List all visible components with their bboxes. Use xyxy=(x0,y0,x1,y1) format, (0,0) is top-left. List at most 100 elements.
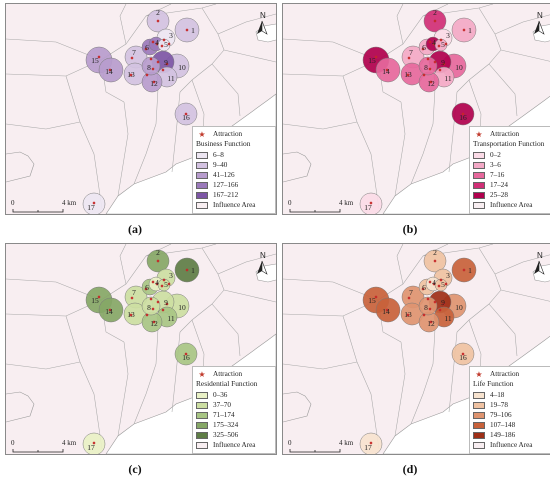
legend-class-2: 7–16 xyxy=(473,170,549,180)
site-label-2: 2 xyxy=(433,8,437,17)
scale-zero-label: 0 xyxy=(288,439,292,447)
site-label-17: 17 xyxy=(87,443,95,452)
attraction-marker xyxy=(161,68,165,72)
district-boundary xyxy=(117,101,129,197)
district-boundary xyxy=(65,315,103,450)
attraction-marker xyxy=(165,302,169,306)
legend: ★ Attraction Business Function 6–8 9–40 41–12… xyxy=(192,126,276,214)
legend-swatch xyxy=(196,411,208,419)
legend-influence-label: Influence Area xyxy=(490,441,533,449)
legend-class-3: 127–166 xyxy=(196,180,272,190)
site-label-5: 5 xyxy=(441,40,445,49)
attraction-marker xyxy=(461,112,465,116)
legend-attraction: ★ Attraction xyxy=(196,369,272,379)
panel-label-d: (d) xyxy=(402,462,418,476)
attraction-marker xyxy=(162,278,166,282)
attraction-star-icon: ★ xyxy=(198,369,206,379)
attraction-marker xyxy=(155,42,159,46)
attraction-marker xyxy=(152,80,156,84)
legend-title: Residential Function xyxy=(196,379,258,388)
north-arrow: N xyxy=(257,251,268,275)
attraction-marker xyxy=(369,201,373,205)
attraction-marker xyxy=(149,57,153,61)
attraction-marker xyxy=(432,42,436,46)
attraction-marker xyxy=(428,307,432,311)
site-label-9: 9 xyxy=(441,58,445,67)
district-boundary xyxy=(500,289,550,302)
site-label-8: 8 xyxy=(147,303,151,312)
site-label-4: 4 xyxy=(155,278,159,287)
legend-attraction-label: Attraction xyxy=(213,130,243,138)
legend-swatch xyxy=(473,201,485,209)
site-label-12: 12 xyxy=(150,79,158,88)
district-boundary xyxy=(133,328,159,425)
district-boundary xyxy=(342,315,380,450)
district-boundary xyxy=(6,361,81,370)
site-label-7: 7 xyxy=(132,48,136,57)
legend-attraction: ★ Attraction xyxy=(196,129,272,139)
legend-attraction: ★ Attraction xyxy=(473,369,549,379)
site-label-15: 15 xyxy=(368,56,376,65)
district-boundary xyxy=(396,244,404,285)
attraction-marker xyxy=(160,284,164,288)
site-label-5: 5 xyxy=(164,280,168,289)
site-label-14: 14 xyxy=(382,67,390,76)
site-label-16: 16 xyxy=(459,113,467,122)
attraction-marker xyxy=(156,300,160,304)
site-label-4: 4 xyxy=(432,38,436,47)
attraction-marker xyxy=(151,67,155,71)
legend-class-0: 4–18 xyxy=(473,390,549,400)
district-boundary xyxy=(179,247,225,333)
district-boundary xyxy=(6,391,35,423)
scale-zero-label: 0 xyxy=(11,439,15,447)
scale-end-label: 4 km xyxy=(62,439,77,447)
district-boundary xyxy=(396,4,404,45)
district-boundary xyxy=(117,341,129,437)
legend-class-1: 3–6 xyxy=(473,160,549,170)
attraction-marker xyxy=(97,295,101,299)
site-label-15: 15 xyxy=(368,296,376,305)
district-boundary xyxy=(500,49,550,62)
legend-influence-label: Influence Area xyxy=(213,201,256,209)
legend-class-4: 149–186 xyxy=(473,430,549,440)
legend-swatch xyxy=(196,151,208,159)
site-label-12: 12 xyxy=(427,79,435,88)
legend: ★ Attraction Transportation Function 0–2 3–6… xyxy=(469,126,550,214)
legend-attraction-label: Attraction xyxy=(490,130,520,138)
attraction-marker xyxy=(374,55,378,59)
attraction-marker xyxy=(462,28,466,32)
site-label-1: 1 xyxy=(191,266,195,275)
district-boundary xyxy=(283,361,358,370)
attraction-marker xyxy=(426,297,430,301)
legend-swatch xyxy=(473,401,485,409)
site-label-3: 3 xyxy=(169,271,173,280)
attraction-marker xyxy=(162,38,166,42)
site-label-9: 9 xyxy=(164,298,168,307)
attraction-marker xyxy=(161,308,165,312)
district-boundary xyxy=(217,253,276,275)
district-boundary xyxy=(394,341,406,437)
site-label-8: 8 xyxy=(424,303,428,312)
attraction-marker xyxy=(433,19,437,23)
attraction-marker xyxy=(145,73,149,77)
legend-title: Life Function xyxy=(473,379,514,388)
site-label-9: 9 xyxy=(164,58,168,67)
attraction-marker xyxy=(385,68,389,72)
north-arrow-icon xyxy=(538,260,545,275)
scale-bar: 0 4 km xyxy=(11,199,77,213)
district-boundary xyxy=(410,328,436,425)
attraction-star-icon: ★ xyxy=(198,129,206,139)
attraction-marker xyxy=(184,112,188,116)
influence-area-8 xyxy=(141,56,161,76)
legend-class-4: 167–212 xyxy=(196,190,272,200)
legend-swatch xyxy=(196,171,208,179)
north-label: N xyxy=(260,251,266,260)
attraction-marker xyxy=(442,62,446,66)
district-boundary xyxy=(283,278,379,301)
site-label-6: 6 xyxy=(145,283,149,292)
north-label: N xyxy=(537,251,543,260)
scale-zero-label: 0 xyxy=(11,199,15,207)
site-label-17: 17 xyxy=(87,203,95,212)
district-boundary xyxy=(6,278,102,301)
